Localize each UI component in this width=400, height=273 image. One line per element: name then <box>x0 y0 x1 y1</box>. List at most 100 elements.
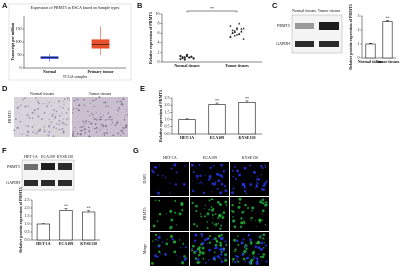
column-label: Tumor tissues <box>318 8 341 13</box>
if-cell <box>262 237 264 240</box>
if-cell <box>261 219 263 222</box>
if-cell <box>221 179 223 181</box>
if-cell <box>255 260 259 263</box>
ihc-speck <box>32 112 35 114</box>
ihc-speck <box>14 118 17 121</box>
ihc-speck <box>57 130 59 131</box>
ihc-speck <box>78 104 80 107</box>
ihc-speck <box>93 118 96 120</box>
y-tick-label: 2 <box>158 49 160 54</box>
if-cell <box>156 255 159 258</box>
if-cell <box>249 241 253 244</box>
y-tick-label: 0.5 <box>25 229 30 234</box>
panel-label: E <box>140 84 145 93</box>
y-tick-label: 2.0 <box>165 102 170 107</box>
blot <box>291 14 343 54</box>
if-cell <box>263 202 265 204</box>
if-cell <box>200 215 203 218</box>
ihc-speck <box>124 108 126 110</box>
if-cell <box>237 235 239 237</box>
if-cell <box>212 165 215 167</box>
ihc-speck <box>73 135 75 137</box>
ihc-speck <box>72 132 74 135</box>
if-cell <box>253 255 255 257</box>
if-cell <box>231 204 234 207</box>
ihc-speck <box>41 118 43 120</box>
if-cell <box>219 227 222 230</box>
if-cell <box>170 167 173 170</box>
row-label: PRMT5 <box>277 23 290 28</box>
ihc-speck <box>45 123 47 125</box>
column-label: ECA109 <box>41 154 55 159</box>
if-cell <box>152 224 156 228</box>
ihc-speck <box>72 136 74 138</box>
bar <box>208 104 226 135</box>
ihc-speck <box>66 119 68 121</box>
ihc-speck <box>91 113 94 116</box>
ihc-speck <box>24 125 26 127</box>
if-cell <box>181 261 185 265</box>
ihc-speck <box>122 130 124 132</box>
if-cell <box>211 208 215 212</box>
y-tick-label: 0 <box>358 55 360 60</box>
ihc-speck <box>82 122 84 124</box>
blot-band <box>41 163 55 170</box>
if-cell <box>205 261 207 264</box>
if-cell <box>212 217 214 219</box>
row-label: DAPI <box>142 174 147 184</box>
ihc-speck <box>65 112 68 114</box>
if-cell <box>211 191 213 193</box>
if-cell <box>236 259 238 262</box>
x-tick-label: HET-1A <box>36 241 50 246</box>
y-axis-label: Relative protein expression of PRMT5 <box>18 187 23 252</box>
if-cell <box>260 241 264 245</box>
if-cell <box>159 253 162 255</box>
if-cell <box>221 176 224 179</box>
data-point <box>231 29 234 32</box>
ihc-speck <box>90 102 92 104</box>
ihc-speck <box>102 114 105 116</box>
if-cell <box>211 182 214 185</box>
if-cell <box>252 250 255 253</box>
if-cell <box>251 210 253 212</box>
y-tick-label: 100 <box>16 39 22 44</box>
data-point <box>233 31 236 34</box>
ihc-speck <box>82 120 84 123</box>
if-cell <box>255 242 258 245</box>
if-cell <box>259 200 263 204</box>
if-cell <box>162 174 164 177</box>
significance-bracket <box>186 10 238 13</box>
if-cell <box>196 178 199 180</box>
ihc-speck <box>72 112 74 114</box>
if-cell <box>191 201 194 204</box>
if-cell <box>225 169 227 171</box>
y-axis-label: Relative expression of PRMT5 <box>158 90 163 142</box>
ihc-speck <box>89 114 91 116</box>
ihc-speck <box>120 129 123 132</box>
ihc-speck <box>24 106 26 108</box>
ihc-speck <box>37 130 40 133</box>
ihc-speck <box>120 100 123 103</box>
if-cell <box>169 182 171 184</box>
ihc-speck <box>122 127 125 129</box>
ihc-speck <box>83 98 85 101</box>
ihc-speck <box>109 119 111 121</box>
ihc-speck <box>123 96 124 98</box>
panel-frame <box>8 3 132 81</box>
ihc-speck <box>43 130 46 133</box>
if-cell <box>201 251 205 255</box>
blot-band <box>319 22 339 30</box>
if-cell <box>201 183 203 185</box>
if-cell <box>249 183 253 186</box>
if-cell <box>201 241 205 245</box>
if-cell <box>242 220 245 223</box>
panel-label: B <box>137 1 143 10</box>
ihc-speck <box>48 126 50 128</box>
data-point <box>238 22 241 25</box>
ihc-speck <box>81 129 83 132</box>
ihc-speck <box>37 115 40 118</box>
ihc-speck <box>54 118 55 120</box>
if-cell <box>239 225 243 228</box>
if-cell <box>259 255 262 258</box>
ihc-speck <box>22 98 24 100</box>
